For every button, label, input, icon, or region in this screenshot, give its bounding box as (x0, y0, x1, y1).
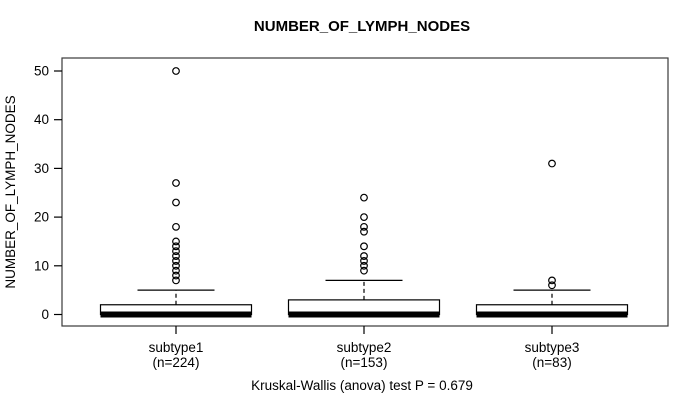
outlier-point (172, 247, 180, 256)
outlier-point (360, 213, 368, 222)
stat-test-caption: Kruskal-Wallis (anova) test P = 0.679 (251, 378, 473, 393)
outlier-point (360, 193, 368, 202)
outlier-point (360, 261, 368, 270)
y-axis-tick-label: 20 (34, 210, 49, 225)
outlier-point (360, 227, 368, 236)
outlier-point (172, 257, 180, 265)
group-label: subtype2 (337, 340, 392, 355)
outlier-point (360, 222, 368, 231)
outlier-point (360, 252, 368, 260)
outlier-point (172, 252, 180, 260)
group-label: subtype1 (149, 340, 204, 355)
outlier-point (360, 242, 368, 251)
outlier-point (172, 261, 180, 270)
outlier-point (360, 257, 368, 265)
outlier-point (172, 222, 180, 231)
group-count-label: (n=153) (341, 355, 388, 370)
outlier-point (172, 237, 180, 246)
y-axis-tick-label: 50 (34, 64, 49, 79)
outlier-point (548, 159, 556, 168)
group-count-label: (n=224) (153, 355, 200, 370)
outlier-point (172, 276, 180, 285)
outlier-point (548, 281, 556, 290)
plot-area-border (61, 57, 669, 327)
outlier-point (172, 198, 180, 207)
outlier-point (172, 67, 180, 75)
outlier-point (360, 266, 368, 275)
group-count-label: (n=83) (532, 355, 571, 370)
outlier-point (172, 179, 180, 187)
y-axis-tick-label: 10 (34, 258, 49, 273)
chart-title: NUMBER_OF_LYMPH_NODES (254, 18, 470, 35)
y-axis-tick-label: 40 (34, 112, 49, 127)
plot-content: 0 10 20 30 40 50 subtype1(n=224) subtype2(n=153… (34, 64, 629, 370)
outlier-point (172, 242, 180, 251)
outlier-point (172, 266, 180, 275)
y-axis-tick-label: 30 (34, 161, 49, 176)
outlier-point (548, 276, 556, 285)
y-axis-tick-label: 0 (41, 307, 49, 322)
y-axis-label: NUMBER_OF_LYMPH_NODES (3, 95, 18, 288)
group-label: subtype3 (525, 340, 580, 355)
outlier-point (172, 271, 180, 280)
